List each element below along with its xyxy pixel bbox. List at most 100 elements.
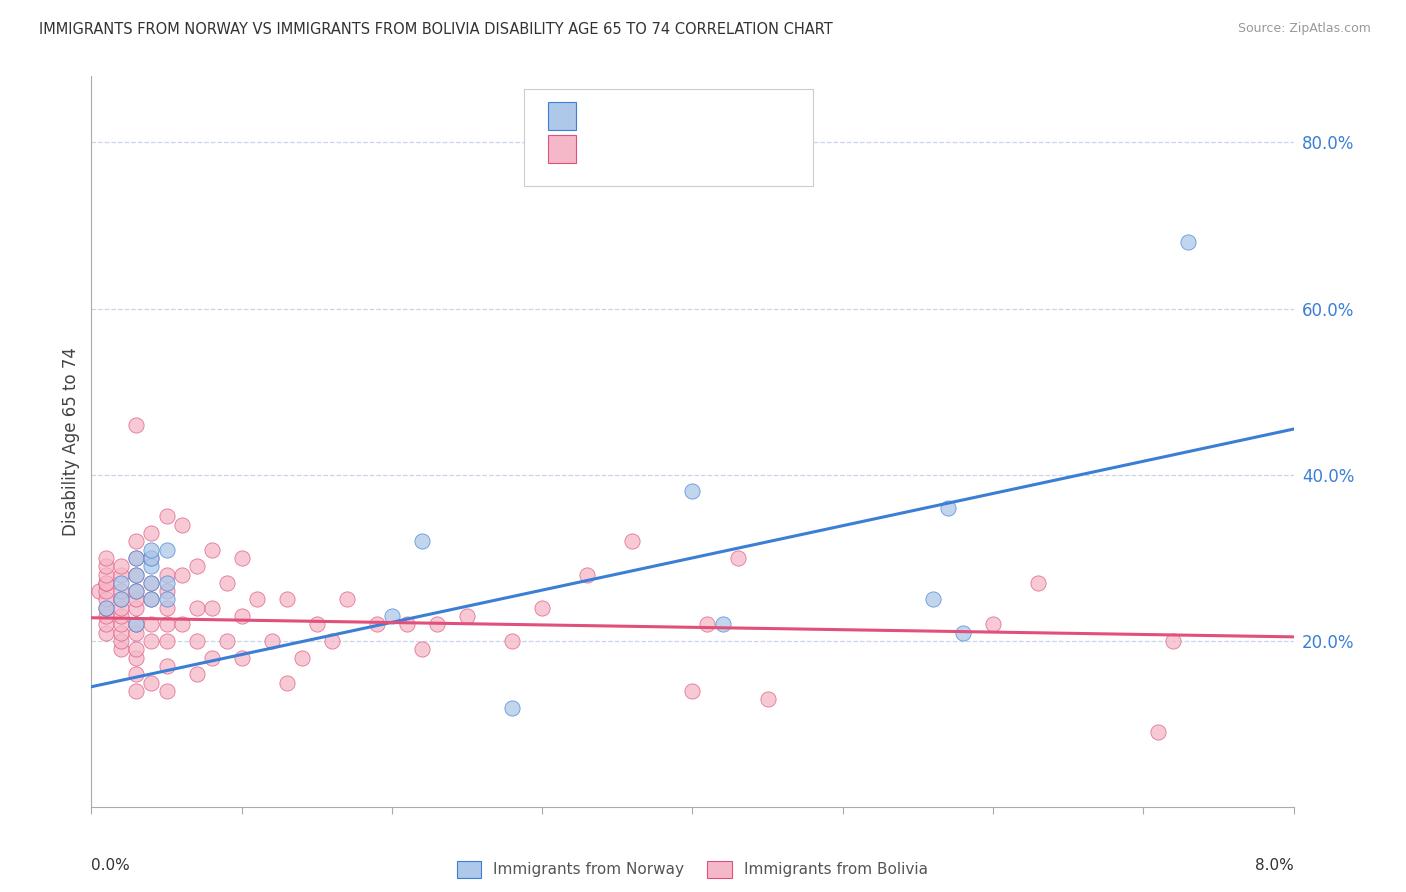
Point: [110, 559, 132, 574]
Point: [276, 675, 298, 690]
Point: [96, 600, 118, 615]
Point: [155, 567, 177, 582]
Point: [981, 617, 1004, 632]
Point: [125, 550, 148, 565]
Text: 0.628: 0.628: [630, 107, 678, 125]
Point: [276, 592, 298, 607]
Point: [696, 617, 718, 632]
Point: [155, 659, 177, 673]
Point: [155, 542, 177, 557]
Text: 90: 90: [721, 140, 742, 158]
Point: [170, 567, 193, 582]
Point: [141, 675, 163, 690]
Point: [336, 592, 359, 607]
Point: [155, 575, 177, 590]
Point: [110, 592, 132, 607]
Point: [110, 575, 132, 590]
Text: IMMIGRANTS FROM NORWAY VS IMMIGRANTS FROM BOLIVIA DISABILITY AGE 65 TO 74 CORREL: IMMIGRANTS FROM NORWAY VS IMMIGRANTS FRO…: [39, 22, 834, 37]
Point: [125, 592, 148, 607]
Point: [125, 584, 148, 599]
Point: [110, 592, 132, 607]
Point: [125, 417, 148, 432]
Point: [727, 550, 749, 565]
Point: [170, 617, 193, 632]
Point: [141, 575, 163, 590]
Point: [155, 617, 177, 632]
Text: -0.062: -0.062: [627, 140, 681, 158]
Point: [231, 550, 253, 565]
Point: [141, 542, 163, 557]
Point: [96, 600, 118, 615]
Point: [321, 634, 343, 648]
Legend: Immigrants from Norway, Immigrants from Bolivia: Immigrants from Norway, Immigrants from …: [451, 855, 934, 884]
Point: [141, 550, 163, 565]
Point: [411, 534, 433, 549]
Point: [96, 617, 118, 632]
Point: [922, 592, 945, 607]
Text: R =: R =: [591, 107, 631, 125]
Point: [501, 700, 523, 714]
Point: [260, 634, 283, 648]
Point: [186, 667, 208, 681]
Point: [366, 617, 388, 632]
Text: 24: 24: [714, 107, 735, 125]
Point: [110, 609, 132, 624]
Point: [110, 642, 132, 657]
Point: [215, 634, 238, 648]
Point: [186, 559, 208, 574]
Point: [305, 617, 328, 632]
Point: [125, 625, 148, 640]
Point: [186, 634, 208, 648]
Point: [96, 625, 118, 640]
Point: [87, 584, 110, 599]
Y-axis label: Disability Age 65 to 74: Disability Age 65 to 74: [62, 347, 80, 536]
Point: [141, 592, 163, 607]
Point: [125, 567, 148, 582]
Point: [125, 684, 148, 698]
Point: [155, 684, 177, 698]
Point: [395, 617, 418, 632]
Point: [96, 567, 118, 582]
Point: [1177, 235, 1199, 249]
Point: [381, 609, 404, 624]
Point: [936, 501, 959, 516]
Point: [96, 575, 118, 590]
Point: [96, 592, 118, 607]
Point: [141, 592, 163, 607]
Point: [141, 525, 163, 540]
Point: [411, 642, 433, 657]
Point: [125, 667, 148, 681]
Point: [125, 617, 148, 632]
Point: [531, 600, 554, 615]
Point: [576, 567, 599, 582]
Point: [125, 617, 148, 632]
Point: [96, 559, 118, 574]
Point: [155, 584, 177, 599]
Point: [110, 600, 132, 615]
Point: [125, 550, 148, 565]
Point: [125, 650, 148, 665]
Point: [141, 550, 163, 565]
Text: R =: R =: [591, 140, 627, 158]
Point: [711, 617, 734, 632]
Point: [96, 584, 118, 599]
Point: [501, 634, 523, 648]
Point: [110, 634, 132, 648]
Point: [125, 642, 148, 657]
Point: [215, 575, 238, 590]
Point: [201, 600, 224, 615]
Point: [1161, 634, 1184, 648]
Point: [155, 509, 177, 524]
Point: [141, 634, 163, 648]
Point: [291, 650, 314, 665]
Point: [621, 534, 644, 549]
Point: [110, 584, 132, 599]
Point: [110, 617, 132, 632]
Point: [125, 567, 148, 582]
Point: [231, 609, 253, 624]
Point: [1026, 575, 1049, 590]
Point: [155, 634, 177, 648]
Text: N =: N =: [675, 107, 723, 125]
Point: [125, 600, 148, 615]
Text: 0.0%: 0.0%: [91, 858, 131, 873]
